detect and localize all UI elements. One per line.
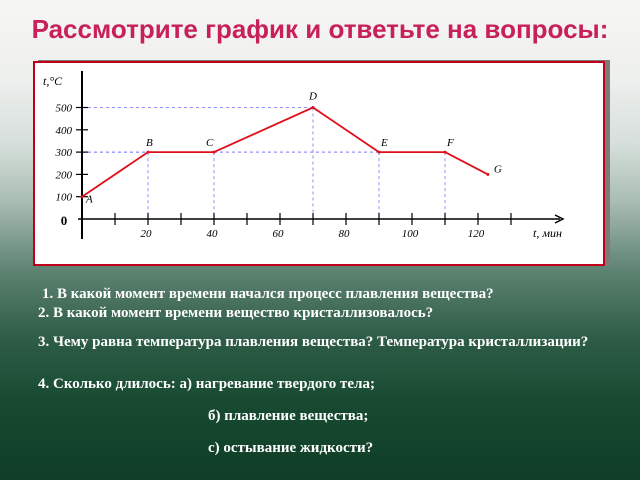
point-label: B [146,137,153,149]
data-point [311,106,315,109]
slide-title: Рассмотрите график и ответьте на вопросы… [31,14,609,44]
data-point [212,150,216,154]
data-point [377,150,381,154]
data-point [146,150,150,154]
point-label: A [85,194,93,206]
x-tick-label: 120 [468,228,485,240]
chart-series [80,106,490,199]
x-axis-arrow [554,214,565,224]
x-tick-label: 40 [207,228,219,240]
question-4: 4. Сколько длилось: а) нагревание твердо… [38,376,375,392]
chart-panel: 100 200 300 400 500 20 40 60 80 100 120 0 t,°C t, ми… [33,61,605,266]
question-4b: б) плавление вещества; [208,408,369,424]
y-axis-label: t,°C [43,74,63,88]
data-point [443,150,447,154]
x-tick-label: 100 [402,228,419,240]
chart-labels: t,°C t, мин A B C D E F G [43,74,562,240]
melting-chart: 100 200 300 400 500 20 40 60 80 100 120 0 t,°C t, ми… [43,71,565,240]
x-tick-label: 60 [273,228,285,240]
question-2: 2. В какой момент времени вещество крист… [38,305,434,321]
y-tick-label: 100 [56,192,73,204]
point-label: D [308,91,317,103]
x-axis-label: t, мин [533,226,562,240]
data-point [486,172,490,176]
y-tick-label: 400 [56,125,73,137]
y-tick-label: 200 [56,169,73,181]
y-tick-label: 300 [55,147,73,159]
point-label: E [380,137,388,149]
data-point [80,195,84,199]
question-4c: с) остывание жидкости? [208,440,374,456]
chart-axes [78,71,565,239]
point-label: C [206,137,214,149]
question-3: 3. Чему равна температура плавления веще… [38,334,589,350]
point-label: G [494,163,502,175]
x-tick-label: 20 [141,228,153,240]
y-tick-label: 500 [56,103,73,115]
question-1: 1. В какой момент времени начался процес… [42,286,494,302]
chart-ticks: 100 200 300 400 500 20 40 60 80 100 120 0 [55,103,512,240]
point-label: F [446,137,454,149]
x-tick-label: 80 [339,228,351,240]
origin-label: 0 [61,213,68,228]
